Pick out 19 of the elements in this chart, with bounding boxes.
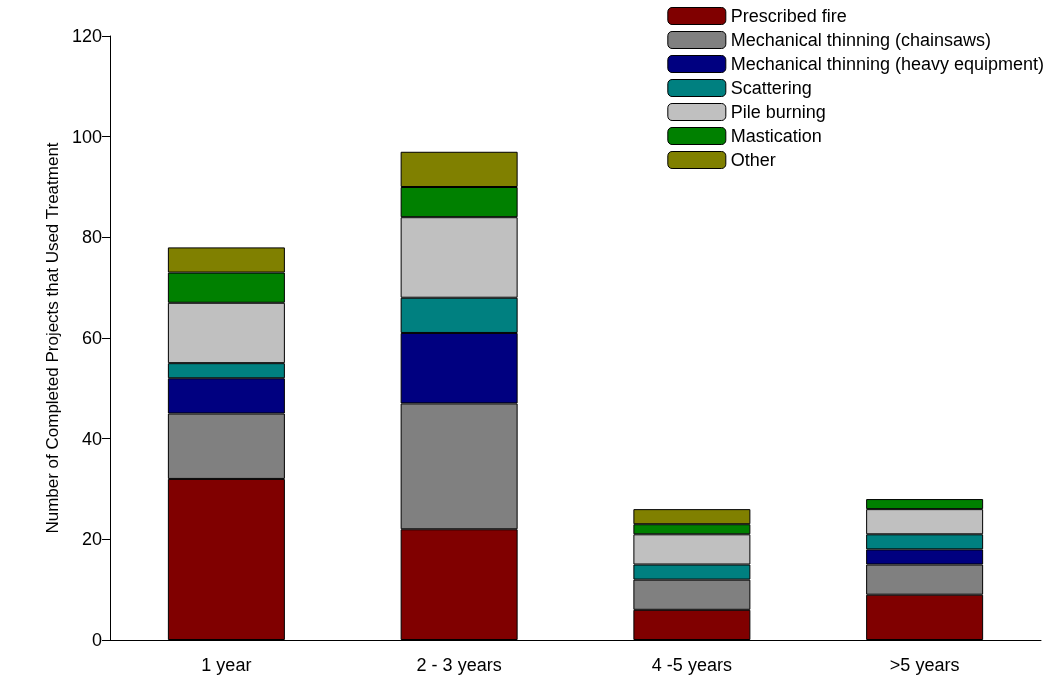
y-tick-label: 20 <box>81 529 102 550</box>
legend-label: Mechanical thinning (heavy equipment) <box>730 54 1045 74</box>
x-tick-label: 2 - 3 years <box>416 655 502 675</box>
legend-label: Pile burning <box>730 102 826 122</box>
legend-label: Other <box>730 150 776 170</box>
legend-label: Mechanical thinning (chainsaws) <box>730 30 991 50</box>
x-tick-label: 4 -5 years <box>651 655 732 675</box>
x-tick-label: >5 years <box>889 655 960 675</box>
legend-label: Prescribed fire <box>730 6 847 26</box>
y-tick-label: 40 <box>81 428 102 449</box>
y-tick-label: 60 <box>81 328 102 348</box>
y-tick-label: 120 <box>71 26 102 46</box>
y-tick-label: 0 <box>91 630 102 650</box>
legend-label: Mastication <box>730 126 822 146</box>
y-tick-label: 100 <box>71 126 102 147</box>
x-tick-label: 1 year <box>201 655 252 675</box>
y-tick-label: 80 <box>81 227 102 248</box>
y-axis-title: Number of Completed Projects that Used Treatment <box>43 142 63 534</box>
legend-label: Scattering <box>730 78 812 98</box>
